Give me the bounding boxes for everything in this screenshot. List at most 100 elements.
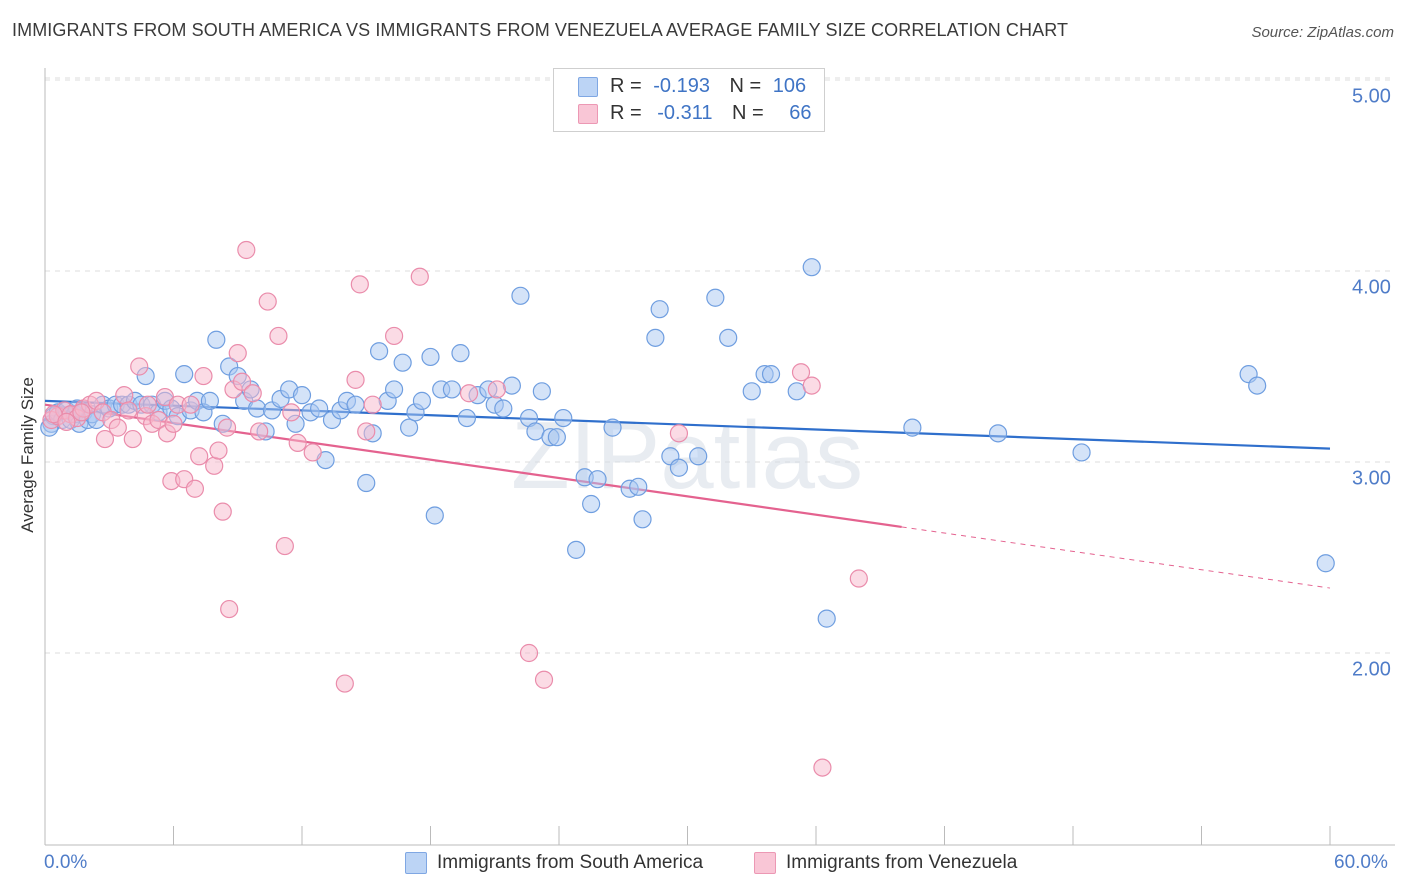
data-point — [393, 353, 412, 372]
data-point — [849, 569, 868, 588]
data-point — [567, 540, 586, 559]
data-point — [138, 395, 157, 414]
data-point — [237, 240, 256, 260]
data-point — [421, 347, 440, 367]
data-point — [250, 422, 269, 441]
trend-line-venezuela — [44, 403, 902, 529]
data-point — [108, 418, 127, 437]
data-point — [247, 399, 267, 418]
y-tick-label-3: 3.00 — [1352, 467, 1391, 490]
data-point — [194, 366, 213, 386]
data-point — [213, 502, 232, 521]
data-point — [123, 429, 142, 449]
bottom-legend-south-america: Immigrants from South America — [405, 852, 703, 874]
data-point — [243, 384, 262, 403]
data-point — [200, 391, 220, 410]
data-point — [346, 395, 365, 414]
data-point — [425, 506, 444, 525]
data-point — [588, 470, 607, 489]
data-point — [802, 376, 821, 395]
data-point — [457, 408, 477, 428]
data-point — [220, 599, 239, 619]
data-point — [813, 758, 832, 777]
data-point — [310, 399, 329, 418]
data-point — [547, 428, 566, 447]
bottom-legend-label: Immigrants from South America — [437, 852, 704, 874]
data-point — [412, 391, 432, 410]
data-point — [57, 412, 76, 431]
x-tick-label-max: 60.0% — [1334, 852, 1388, 873]
data-point — [275, 536, 294, 556]
data-point — [303, 443, 322, 462]
data-point — [288, 433, 307, 452]
series-venezuela-points — [42, 240, 868, 777]
legend-r-label: R = — [610, 75, 642, 97]
data-point — [357, 473, 376, 493]
y-tick-label-5: 5.00 — [1352, 85, 1391, 108]
data-point — [646, 328, 665, 347]
trend-line-venezuela-extension — [901, 526, 1331, 589]
bottom-legend-swatch-pink — [754, 852, 776, 874]
data-point — [205, 456, 224, 475]
data-point — [669, 424, 689, 443]
data-point — [357, 422, 376, 441]
data-point — [209, 441, 228, 460]
data-point — [258, 292, 277, 311]
data-point — [719, 328, 738, 347]
bottom-legend-swatch-blue — [405, 852, 427, 874]
data-point — [742, 382, 761, 401]
bottom-legend-venezuela: Immigrants from Venezuela — [754, 852, 1017, 874]
data-point — [1072, 443, 1091, 462]
data-point — [511, 286, 530, 305]
bottom-legend-label: Immigrants from Venezuela — [786, 852, 1018, 874]
data-point — [130, 357, 149, 376]
x-tick-label-min: 0.0% — [44, 852, 88, 873]
axes — [44, 68, 1395, 846]
data-point — [802, 258, 821, 277]
data-point — [217, 418, 237, 437]
legend-swatch-pink — [578, 103, 598, 124]
data-point — [282, 403, 301, 422]
data-point — [761, 365, 781, 384]
data-point — [269, 326, 288, 346]
data-point — [791, 363, 811, 382]
data-point — [1248, 376, 1267, 395]
series-south-america-points — [40, 258, 1335, 628]
y-tick-label-2: 2.00 — [1352, 658, 1391, 681]
data-point — [582, 494, 601, 514]
data-point — [175, 365, 194, 384]
gridlines — [45, 77, 1395, 654]
data-point — [95, 429, 115, 449]
data-point — [487, 380, 506, 399]
source-credit: Source: ZipAtlas.com — [1251, 24, 1394, 41]
data-point — [817, 609, 836, 628]
correlation-legend: R = -0.193 N = 106 R = -0.311 N = 66 — [553, 68, 825, 132]
data-point — [346, 370, 365, 389]
data-point — [633, 510, 652, 529]
legend-r-label: R = — [610, 102, 642, 124]
legend-n-label: N = — [729, 75, 762, 97]
data-point — [292, 386, 312, 405]
legend-n-value: 66 — [789, 102, 812, 124]
data-point — [363, 395, 382, 414]
data-point — [335, 674, 354, 693]
data-point — [650, 300, 669, 319]
data-point — [115, 386, 134, 405]
data-point — [689, 447, 708, 466]
data-point — [190, 447, 209, 466]
data-point — [502, 376, 521, 395]
legend-swatch-blue — [578, 76, 598, 97]
data-point — [370, 342, 389, 361]
data-point — [164, 414, 183, 433]
data-point — [519, 643, 539, 663]
legend-n-value: 106 — [772, 75, 807, 97]
data-point — [207, 330, 226, 349]
data-point — [603, 418, 622, 437]
data-point — [350, 275, 369, 294]
data-point — [706, 288, 725, 307]
data-point — [185, 479, 205, 498]
data-point — [119, 401, 138, 420]
data-point — [459, 384, 479, 403]
data-point — [532, 382, 551, 401]
